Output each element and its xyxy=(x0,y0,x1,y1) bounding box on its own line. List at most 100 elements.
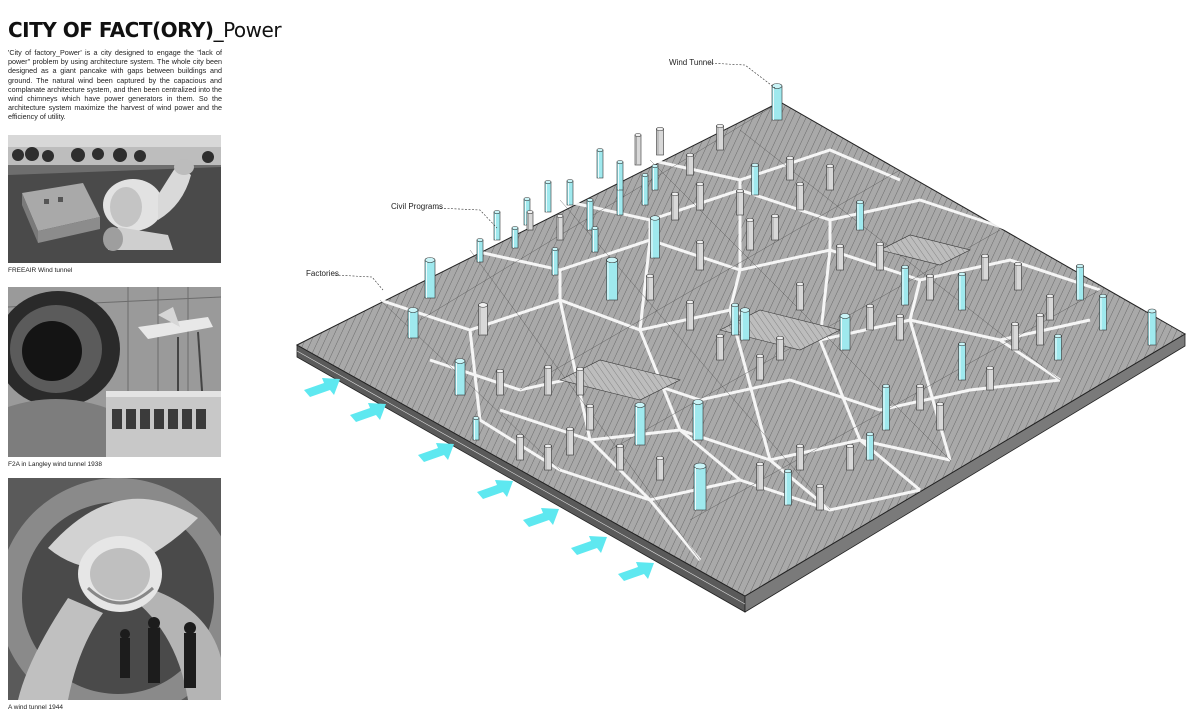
label-factories: Factories xyxy=(306,269,384,291)
civil-program-tower xyxy=(926,273,934,301)
civil-program-tower xyxy=(981,253,989,281)
wind-chimney-tower xyxy=(606,256,618,301)
wind-chimney-tower xyxy=(692,399,704,441)
label-civil-programs: Civil Programs xyxy=(391,202,498,229)
wind-chimney-tower xyxy=(1076,263,1084,301)
civil-program-tower xyxy=(836,243,844,271)
civil-program-tower xyxy=(816,483,824,511)
label-civil-programs-text: Civil Programs xyxy=(391,202,443,211)
civil-program-tower xyxy=(936,401,944,431)
civil-program-tower xyxy=(1011,321,1019,351)
wind-chimney-tower xyxy=(511,226,519,249)
wind-chimney-tower xyxy=(1099,293,1107,331)
wind-chimney-tower xyxy=(751,162,759,196)
wind-chimney-tower xyxy=(740,307,750,341)
civil-program-tower xyxy=(756,461,764,491)
civil-program-tower xyxy=(586,403,594,431)
wind-chimney-tower xyxy=(424,257,436,299)
wind-chimney-tower xyxy=(784,468,792,506)
civil-program-tower xyxy=(736,188,744,216)
wind-chimney-tower xyxy=(476,238,484,263)
platform-base xyxy=(296,333,1186,613)
civil-program-tower xyxy=(786,155,794,181)
platform-top xyxy=(295,101,1186,597)
photo-langley-wind-tunnel xyxy=(8,287,221,457)
civil-program-tower xyxy=(696,239,704,271)
wind-chimney-tower xyxy=(856,199,864,231)
label-factories-text: Factories xyxy=(306,269,339,278)
civil-program-tower xyxy=(716,123,724,151)
wind-chimney-tower xyxy=(407,307,419,339)
title-thin: _Power xyxy=(213,18,282,42)
page-title: CITY OF FACT(ORY)_Power xyxy=(8,18,282,42)
civil-program-tower xyxy=(656,455,664,481)
civil-program-tower xyxy=(826,163,834,191)
wind-chimney-tower xyxy=(958,271,966,311)
civil-program-tower xyxy=(576,366,584,396)
civil-program-tower xyxy=(556,214,564,241)
wind-chimney-tower xyxy=(551,247,559,276)
sidebar: CITY OF FACT(ORY)_Power 'City of factory… xyxy=(8,18,282,122)
civil-program-tower xyxy=(896,313,904,341)
wind-arrow-icon xyxy=(304,378,340,397)
civil-program-tower xyxy=(776,335,784,361)
wind-chimney-tower xyxy=(596,148,604,179)
wind-arrow-icon xyxy=(523,508,559,527)
wind-arrow-group xyxy=(304,378,654,581)
wind-chimney-tower xyxy=(1054,333,1062,361)
tower-group xyxy=(407,83,1157,511)
civil-program-tower xyxy=(746,217,754,251)
civil-program-tower xyxy=(846,443,854,471)
wind-chimney-tower xyxy=(882,383,890,431)
civil-program-tower xyxy=(876,241,884,271)
wind-chimney-tower xyxy=(544,180,552,213)
wind-chimney-tower xyxy=(651,164,659,191)
civil-program-tower xyxy=(696,181,704,211)
wind-chimney-tower xyxy=(958,341,966,381)
wind-arrow-icon xyxy=(418,443,454,462)
civil-program-tower xyxy=(616,443,624,471)
wind-arrow-icon xyxy=(350,403,386,422)
wind-chimney-tower xyxy=(866,431,874,461)
civil-program-tower xyxy=(544,364,552,396)
photo-freeair-wind-tunnel xyxy=(8,135,221,263)
wind-chimney-tower xyxy=(566,179,574,206)
civil-program-tower xyxy=(986,365,994,391)
civil-program-tower xyxy=(686,299,694,331)
wind-chimney-tower xyxy=(634,402,646,446)
wind-arrow-icon xyxy=(571,536,607,555)
wind-chimney-tower xyxy=(493,210,501,241)
civil-program-tower xyxy=(866,303,874,331)
wind-chimney-tower xyxy=(650,215,660,259)
project-description: 'City of factory_Power' is a city design… xyxy=(8,48,222,122)
caption-photo-2: F2A in Langley wind tunnel 1938 xyxy=(8,461,102,468)
caption-photo-3: A wind tunnel 1944 xyxy=(8,704,63,711)
civil-program-tower xyxy=(671,191,679,221)
title-bold: CITY OF FACT(ORY) xyxy=(8,18,214,42)
wind-arrow-icon xyxy=(477,480,513,499)
civil-program-tower xyxy=(796,181,804,211)
caption-photo-1: FREEAIR Wind tunnel xyxy=(8,267,73,274)
civil-program-tower xyxy=(496,368,504,396)
civil-program-tower xyxy=(544,443,552,471)
civil-program-tower xyxy=(916,383,924,411)
civil-program-tower xyxy=(1046,293,1054,321)
wind-chimney-tower xyxy=(901,264,909,306)
wind-chimney-tower xyxy=(616,160,624,191)
civil-program-tower xyxy=(1036,312,1044,346)
wind-chimney-tower xyxy=(1147,308,1157,346)
civil-program-tower xyxy=(796,281,804,311)
civil-program-tower xyxy=(686,152,694,176)
label-wind-tunnel-text: Wind Tunnel xyxy=(669,58,714,67)
photo-wind-tunnel-1944 xyxy=(8,478,221,700)
wind-chimney-tower xyxy=(771,83,783,121)
wind-chimney-tower xyxy=(693,462,707,511)
civil-program-tower xyxy=(634,133,642,166)
wind-chimney-tower xyxy=(839,313,851,351)
civil-program-tower xyxy=(1014,261,1022,291)
label-wind-tunnel: Wind Tunnel xyxy=(669,58,776,89)
wind-chimney-tower xyxy=(641,173,649,206)
wind-chimney-tower xyxy=(472,416,480,441)
civil-program-tower xyxy=(478,302,488,336)
